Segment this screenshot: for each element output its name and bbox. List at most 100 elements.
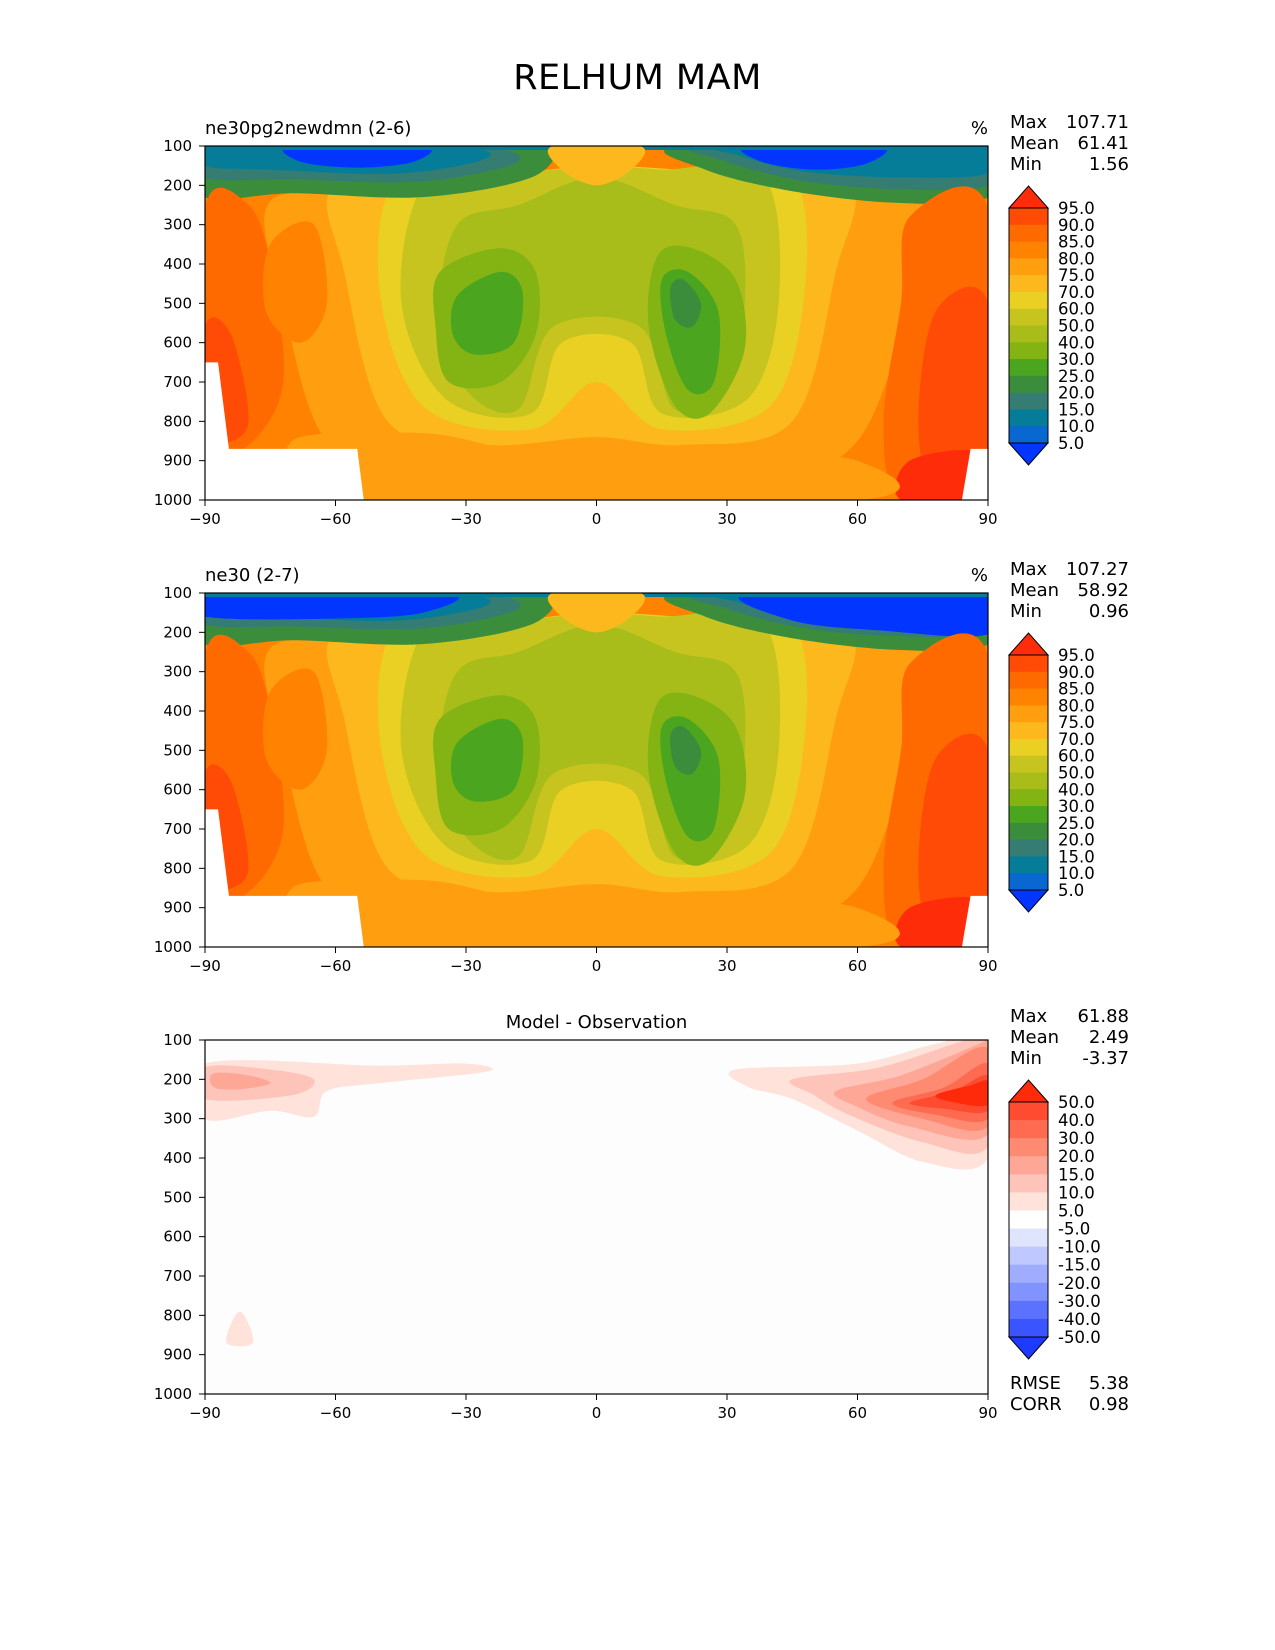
contour-level bbox=[283, 432, 900, 500]
contour-level bbox=[670, 278, 702, 328]
x-tick-label: 90 bbox=[978, 957, 997, 975]
contour-level bbox=[547, 146, 646, 186]
panel-title: Model - Observation bbox=[506, 1012, 688, 1033]
colorbar-frame bbox=[1008, 207, 1049, 444]
x-tick-label: −90 bbox=[189, 1404, 221, 1422]
colorbar-label: 30.0 bbox=[1058, 350, 1095, 369]
colorbar-segment bbox=[1009, 705, 1048, 723]
colorbar-label: 40.0 bbox=[1058, 1111, 1095, 1130]
colorbar-segment bbox=[1009, 655, 1048, 673]
colorbar-segment bbox=[1009, 375, 1048, 394]
colorbar-segment bbox=[1009, 409, 1048, 427]
colorbar-label: 70.0 bbox=[1058, 283, 1095, 302]
colorbar-label: 95.0 bbox=[1058, 646, 1095, 665]
metric-label: RMSE bbox=[1010, 1373, 1061, 1394]
x-tick-label: −30 bbox=[450, 1404, 482, 1422]
contour-level bbox=[738, 593, 988, 637]
colorbar-extend-max bbox=[1007, 1079, 1050, 1103]
colorbar-label: 5.0 bbox=[1058, 1201, 1084, 1220]
contour-field bbox=[205, 1040, 988, 1394]
stat-value: 107.71 bbox=[1066, 112, 1129, 133]
y-tick-label: 800 bbox=[163, 1306, 192, 1324]
colorbar-label: 40.0 bbox=[1058, 333, 1095, 352]
colorbar-segment bbox=[1009, 308, 1048, 326]
figure-title: RELHUM MAM bbox=[513, 58, 762, 98]
colorbar-segment bbox=[1009, 1192, 1048, 1211]
stat-label: Mean bbox=[1010, 580, 1059, 601]
contour-level bbox=[262, 668, 328, 790]
colorbar-label: 60.0 bbox=[1058, 747, 1095, 766]
colorbar-extend-min bbox=[1007, 1336, 1050, 1360]
colorbar-segment bbox=[1009, 839, 1048, 857]
colorbar-label: 80.0 bbox=[1058, 249, 1095, 268]
topography-mask bbox=[205, 362, 364, 500]
x-tick-label: 0 bbox=[592, 957, 602, 975]
contour-level bbox=[918, 733, 988, 947]
colorbar-label: 50.0 bbox=[1058, 317, 1095, 336]
contour-field bbox=[205, 593, 988, 947]
y-tick-label: 600 bbox=[163, 334, 192, 352]
contour-level bbox=[918, 286, 988, 500]
y-tick-label: 100 bbox=[163, 584, 192, 602]
colorbar-segment bbox=[1009, 1264, 1048, 1284]
colorbar-label: 20.0 bbox=[1058, 384, 1095, 403]
colorbar-label: 80.0 bbox=[1058, 696, 1095, 715]
colorbar-segment bbox=[1009, 208, 1048, 226]
colorbar-label: 40.0 bbox=[1058, 780, 1095, 799]
colorbar-label: 15.0 bbox=[1058, 400, 1095, 419]
colorbar-label: 10.0 bbox=[1058, 1183, 1095, 1202]
colorbar-label: 15.0 bbox=[1058, 847, 1095, 866]
colorbar-segment bbox=[1009, 392, 1048, 410]
colorbar-label: -5.0 bbox=[1058, 1220, 1090, 1239]
y-tick-label: 500 bbox=[163, 294, 192, 312]
y-tick-label: 100 bbox=[163, 1031, 192, 1049]
colorbar-label: 85.0 bbox=[1058, 233, 1095, 252]
colorbar-segment bbox=[1009, 738, 1048, 757]
x-tick-label: −30 bbox=[450, 957, 482, 975]
colorbar-label: 20.0 bbox=[1058, 1147, 1095, 1166]
y-tick-label: 100 bbox=[163, 137, 192, 155]
colorbar-segment bbox=[1009, 1174, 1048, 1193]
metric-value: 5.38 bbox=[1089, 1373, 1129, 1394]
colorbar-label: 25.0 bbox=[1058, 814, 1095, 833]
colorbar-segment bbox=[1009, 1156, 1048, 1175]
topography-mask bbox=[961, 895, 988, 947]
colorbar-segment bbox=[1009, 688, 1048, 706]
x-tick-label: 30 bbox=[717, 1404, 736, 1422]
x-tick-label: 0 bbox=[592, 510, 602, 528]
colorbar-segment bbox=[1009, 359, 1048, 377]
y-tick-label: 200 bbox=[163, 1070, 192, 1088]
contour-level bbox=[205, 593, 459, 620]
stat-label: Max bbox=[1010, 1006, 1048, 1027]
colorbar-segment bbox=[1009, 1282, 1048, 1302]
colorbar-label: 70.0 bbox=[1058, 730, 1095, 749]
stat-label: Min bbox=[1010, 601, 1042, 622]
y-tick-label: 1000 bbox=[154, 491, 192, 509]
contour-level bbox=[935, 1080, 988, 1107]
y-tick-label: 300 bbox=[163, 663, 192, 681]
contour-level bbox=[450, 718, 524, 802]
colorbar-label: 15.0 bbox=[1058, 1165, 1095, 1184]
colorbar-segment bbox=[1009, 806, 1048, 824]
colorbar-label: 20.0 bbox=[1058, 831, 1095, 850]
y-tick-label: 700 bbox=[163, 1267, 192, 1285]
colorbar-label: 10.0 bbox=[1058, 864, 1095, 883]
y-tick-label: 600 bbox=[163, 1228, 192, 1246]
colorbar-segment bbox=[1009, 1318, 1048, 1338]
colorbar-extend-max bbox=[1007, 185, 1050, 209]
contour-field bbox=[205, 146, 988, 500]
chart-panel-3: −90 −60 −30 0 30 60 90 100 200 300 400 500 600 700 800… bbox=[154, 1006, 1129, 1422]
colorbar-label: 30.0 bbox=[1058, 1129, 1095, 1148]
x-tick-label: 60 bbox=[848, 510, 867, 528]
stat-value: 61.41 bbox=[1077, 133, 1129, 154]
x-tick-label: −60 bbox=[320, 957, 352, 975]
colorbar-extend-min bbox=[1007, 442, 1050, 466]
panel-title: ne30pg2newdmn (2-6) bbox=[205, 118, 411, 139]
panel-units: % bbox=[971, 118, 988, 139]
colorbar-label: 10.0 bbox=[1058, 417, 1095, 436]
x-tick-label: 0 bbox=[592, 1404, 602, 1422]
colorbar-label: 75.0 bbox=[1058, 266, 1095, 285]
y-tick-label: 600 bbox=[163, 781, 192, 799]
colorbar-label: 90.0 bbox=[1058, 663, 1095, 682]
